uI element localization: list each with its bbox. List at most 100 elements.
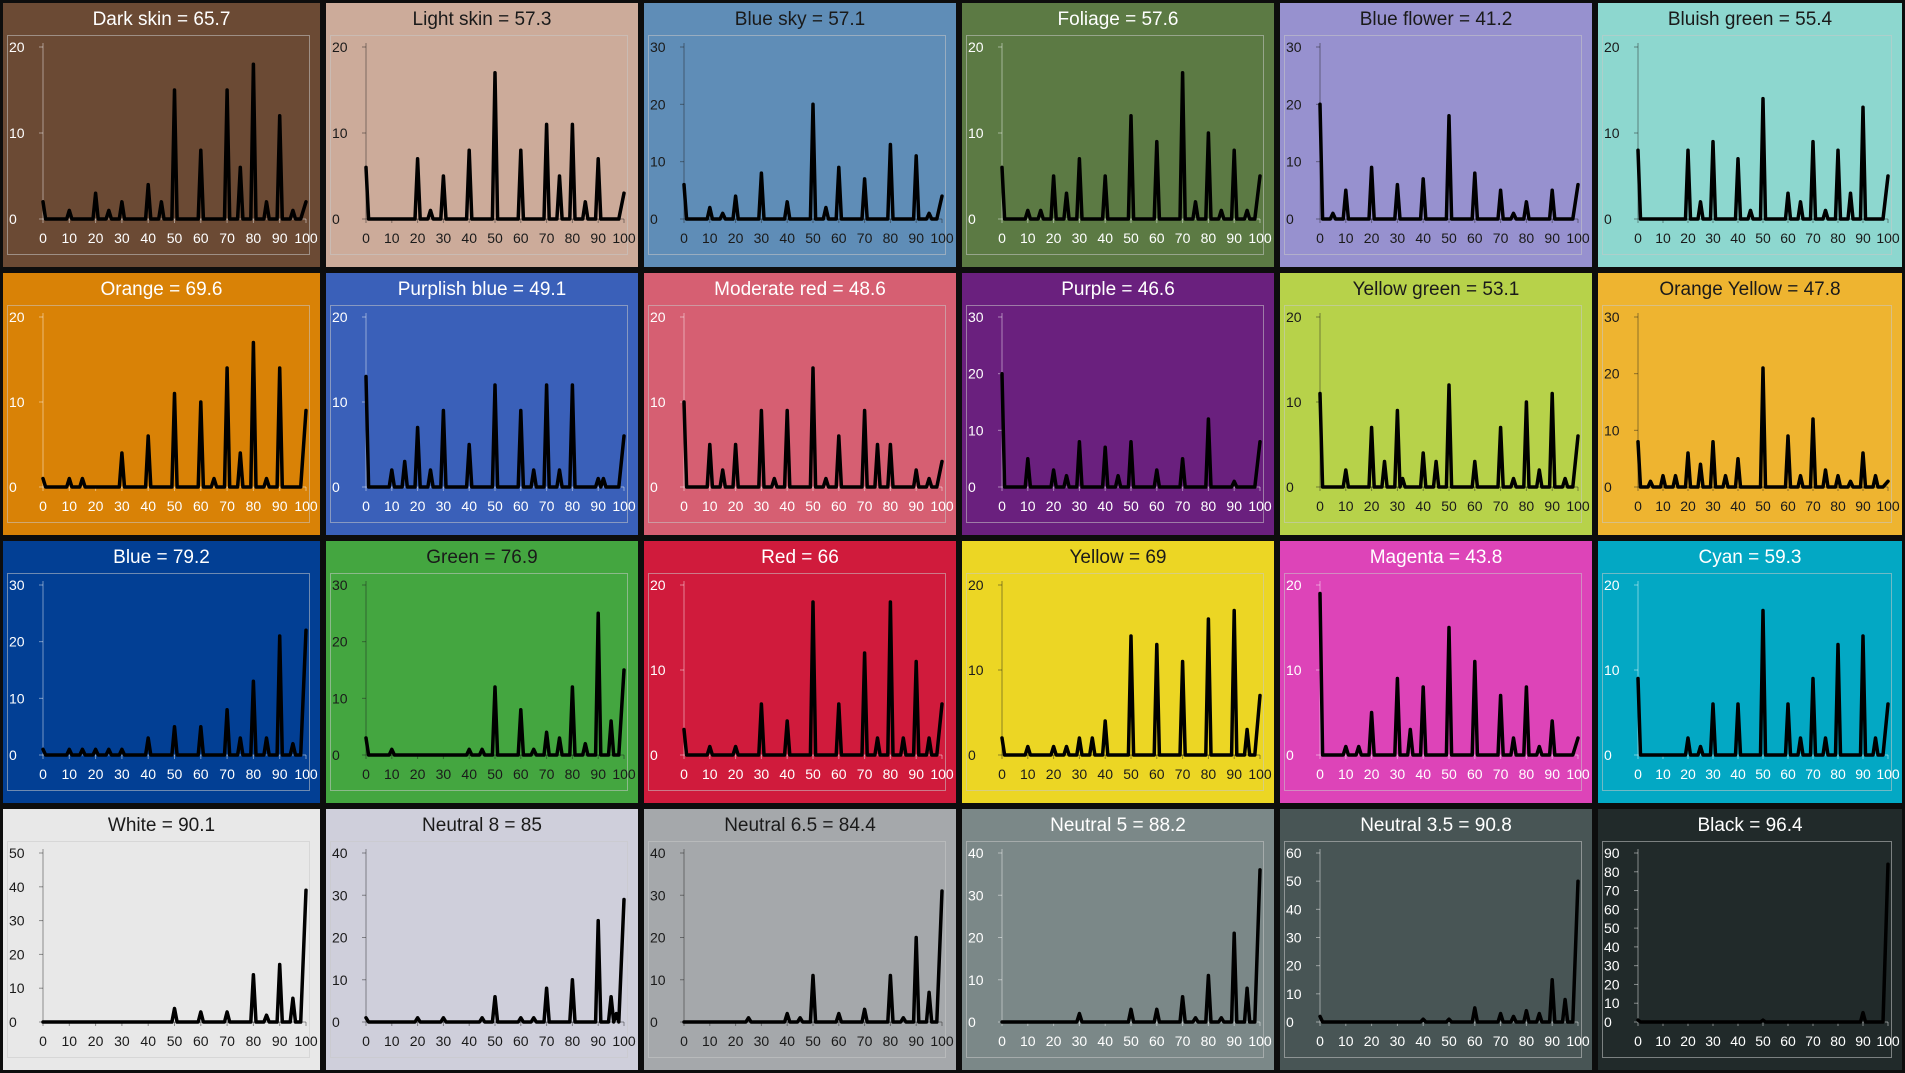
- x-tick-label: 40: [140, 1033, 156, 1049]
- chart-title: Neutral 5 = 88.2: [1050, 815, 1186, 836]
- x-tick-label: 100: [294, 230, 318, 246]
- x-tick-label: 0: [998, 1033, 1006, 1049]
- y-tick-label: 20: [332, 634, 348, 650]
- x-tick-label: 30: [1390, 498, 1406, 514]
- chart-cell: Cyan = 59.3 0 10 20 0 10 20 30 40 50 60 70 80 90 100: [1598, 541, 1902, 803]
- x-tick-label: 100: [1248, 766, 1272, 782]
- x-tick-label: 10: [384, 766, 400, 782]
- chart-svg: 0 10 20 0 10 20 30 40 50 60 70 80 90 100: [1604, 39, 1900, 246]
- x-tick-label: 40: [779, 230, 795, 246]
- x-tick-label: 90: [590, 766, 606, 782]
- chart-svg: 0 10 20 30 40 50 0 10 20 30 40 50 60 70 80 90 100: [9, 845, 318, 1049]
- y-tick-label: 20: [1286, 309, 1302, 325]
- x-tick-label: 70: [1493, 498, 1509, 514]
- x-tick-label: 50: [1755, 230, 1771, 246]
- x-tick-label: 20: [1680, 498, 1696, 514]
- x-tick-label: 60: [193, 1033, 209, 1049]
- x-tick-label: 50: [1755, 766, 1771, 782]
- y-tick-label: 30: [1286, 39, 1302, 55]
- chart-cell: Neutral 5 = 88.2 0 10 20 30 40 0 10 20 30 40 50 60 70…: [962, 809, 1274, 1070]
- x-tick-label: 60: [1149, 766, 1165, 782]
- x-tick-label: 70: [219, 498, 235, 514]
- y-tick-label: 10: [1286, 986, 1302, 1002]
- x-tick-label: 50: [487, 498, 503, 514]
- x-tick-label: 30: [1705, 498, 1721, 514]
- chart-title: Blue flower = 41.2: [1359, 9, 1513, 30]
- x-tick-label: 90: [272, 1033, 288, 1049]
- y-tick-label: 20: [1604, 39, 1620, 55]
- y-tick-label: 30: [650, 39, 666, 55]
- x-tick-label: 60: [1780, 1033, 1796, 1049]
- x-tick-label: 30: [436, 230, 452, 246]
- y-tick-label: 20: [9, 309, 25, 325]
- y-tick-label: 0: [650, 479, 658, 495]
- plot-area-frame: [966, 841, 1264, 1058]
- y-tick-label: 10: [1286, 662, 1302, 678]
- chart-svg: 0 10 20 0 10 20 30 40 50 60 70 80 90 100: [9, 39, 318, 246]
- x-tick-label: 70: [857, 230, 873, 246]
- x-tick-label: 40: [779, 498, 795, 514]
- chart-svg: 0 10 20 0 10 20 30 40 50 60 70 80 90 100: [332, 39, 636, 246]
- x-tick-label: 90: [1226, 766, 1242, 782]
- x-tick-label: 40: [779, 766, 795, 782]
- y-tick-label: 0: [1604, 479, 1612, 495]
- x-tick-label: 80: [883, 498, 899, 514]
- x-tick-label: 10: [1655, 230, 1671, 246]
- series-line: [1636, 862, 1890, 1024]
- x-tick-label: 70: [1493, 230, 1509, 246]
- x-tick-label: 60: [193, 498, 209, 514]
- x-tick-label: 50: [1441, 766, 1457, 782]
- chart-title: Foliage = 57.6: [1057, 9, 1179, 30]
- y-tick-label: 10: [968, 662, 984, 678]
- x-tick-label: 40: [1415, 498, 1431, 514]
- x-tick-label: 100: [1566, 498, 1590, 514]
- x-tick-label: 70: [1493, 766, 1509, 782]
- x-tick-label: 40: [1097, 1033, 1113, 1049]
- y-tick-label: 10: [1604, 422, 1620, 438]
- y-tick-label: 0: [1286, 479, 1294, 495]
- x-tick-label: 90: [908, 230, 924, 246]
- x-tick-label: 70: [219, 766, 235, 782]
- x-tick-label: 40: [1097, 766, 1113, 782]
- plot-area-frame: [648, 573, 946, 791]
- x-tick-label: 70: [1493, 1033, 1509, 1049]
- chart-svg: 0 10 20 0 10 20 30 40 50 60 70 80 90 100: [1604, 577, 1900, 782]
- chart-title: Neutral 3.5 = 90.8: [1360, 815, 1512, 836]
- series-line: [682, 366, 944, 489]
- x-tick-label: 10: [1338, 498, 1354, 514]
- series-line: [1000, 71, 1262, 221]
- x-tick-label: 60: [1149, 1033, 1165, 1049]
- y-tick-label: 40: [9, 879, 25, 895]
- x-tick-label: 0: [362, 766, 370, 782]
- plot-area-frame: [330, 841, 628, 1058]
- x-tick-label: 30: [754, 230, 770, 246]
- x-tick-label: 0: [1316, 498, 1324, 514]
- y-tick-label: 10: [332, 972, 348, 988]
- x-tick-label: 40: [1097, 230, 1113, 246]
- x-tick-label: 10: [1020, 766, 1036, 782]
- x-tick-label: 80: [1830, 766, 1846, 782]
- series-line: [682, 600, 944, 757]
- y-tick-label: 0: [332, 747, 340, 763]
- x-tick-label: 80: [883, 1033, 899, 1049]
- y-tick-label: 20: [9, 39, 25, 55]
- x-tick-label: 40: [140, 230, 156, 246]
- y-tick-label: 20: [332, 39, 348, 55]
- x-tick-label: 0: [1634, 1033, 1642, 1049]
- x-tick-label: 40: [140, 766, 156, 782]
- x-tick-label: 40: [461, 498, 477, 514]
- plot-area-frame: [7, 841, 310, 1058]
- x-tick-label: 40: [461, 230, 477, 246]
- chart-cell: Dark skin = 65.7 0 10 20 0 10 20 30 40 50 60 70 80 90…: [3, 3, 320, 267]
- y-tick-label: 80: [1604, 864, 1620, 880]
- y-tick-label: 20: [650, 96, 666, 112]
- x-tick-label: 0: [680, 1033, 688, 1049]
- chart-svg: 0 10 20 0 10 20 30 40 50 60 70 80 90 100: [650, 309, 954, 514]
- x-tick-label: 70: [539, 766, 555, 782]
- x-tick-label: 70: [1175, 766, 1191, 782]
- x-tick-label: 20: [1680, 766, 1696, 782]
- x-tick-label: 80: [1519, 1033, 1535, 1049]
- chart-cell: Yellow green = 53.1 0 10 20 0 10 20 30 40 50 60 70 8…: [1280, 273, 1592, 535]
- series-line: [364, 71, 626, 221]
- chart-cell: Neutral 6.5 = 84.4 0 10 20 30 40 0 10 20 30 40 50 60…: [644, 809, 956, 1070]
